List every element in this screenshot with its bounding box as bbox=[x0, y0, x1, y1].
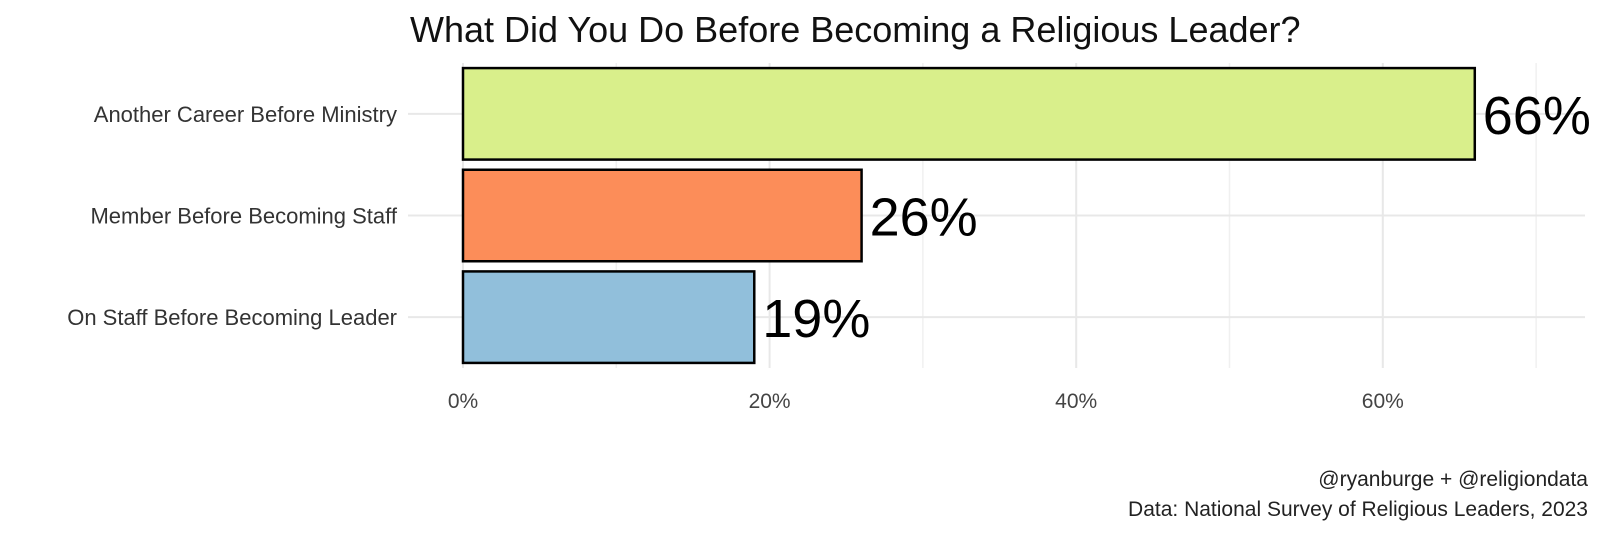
x-tick-label: 60% bbox=[1362, 390, 1404, 413]
x-tick-label: 20% bbox=[749, 390, 791, 413]
bar bbox=[463, 68, 1475, 160]
x-tick-label: 40% bbox=[1055, 390, 1097, 413]
chart-title: What Did You Do Before Becoming a Religi… bbox=[410, 9, 1301, 50]
data-label: 19% bbox=[762, 289, 870, 349]
category-label: On Staff Before Becoming Leader bbox=[67, 305, 397, 330]
data-label: 26% bbox=[870, 188, 978, 248]
caption-source: Data: National Survey of Religious Leade… bbox=[1128, 498, 1588, 521]
category-label: Another Career Before Ministry bbox=[94, 102, 397, 127]
category-label: Member Before Becoming Staff bbox=[90, 204, 397, 229]
bar bbox=[463, 271, 754, 363]
data-label: 66% bbox=[1483, 86, 1591, 146]
caption-credit: @ryanburge + @religiondata bbox=[1318, 468, 1588, 491]
x-tick-label: 0% bbox=[448, 390, 478, 413]
bar bbox=[463, 170, 862, 262]
